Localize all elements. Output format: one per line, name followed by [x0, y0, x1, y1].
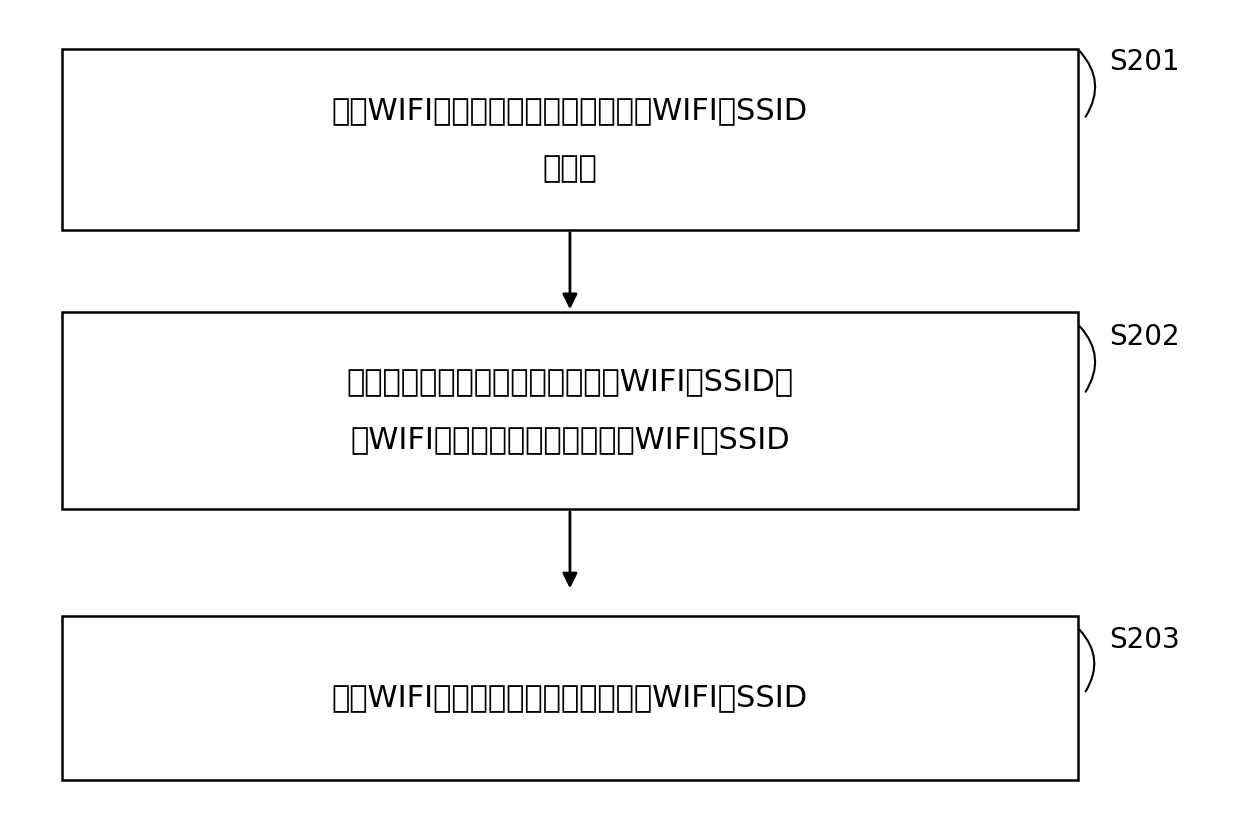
Bar [62, 312, 1078, 509]
Text: 删除WIFI连接记录表中的需要删除的WIFI的SSID: 删除WIFI连接记录表中的需要删除的WIFI的SSID [332, 683, 808, 713]
Text: S201: S201 [1109, 48, 1180, 76]
Text: 的个数: 的个数 [543, 154, 597, 183]
Bar [62, 49, 1078, 230]
Text: 当个数超过预设阈值时，根据全部WIFI的SSID接: 当个数超过预设阈值时，根据全部WIFI的SSID接 [347, 367, 793, 397]
Bar [62, 616, 1078, 780]
Text: S202: S202 [1109, 323, 1180, 351]
Text: S203: S203 [1109, 626, 1180, 654]
Text: 确定WIFI连接记录表中所记录的全部WIFI的SSID: 确定WIFI连接记录表中所记录的全部WIFI的SSID [332, 96, 808, 126]
Text: 入WIFI的时间点确定需要删除的WIFI的SSID: 入WIFI的时间点确定需要删除的WIFI的SSID [351, 424, 789, 454]
